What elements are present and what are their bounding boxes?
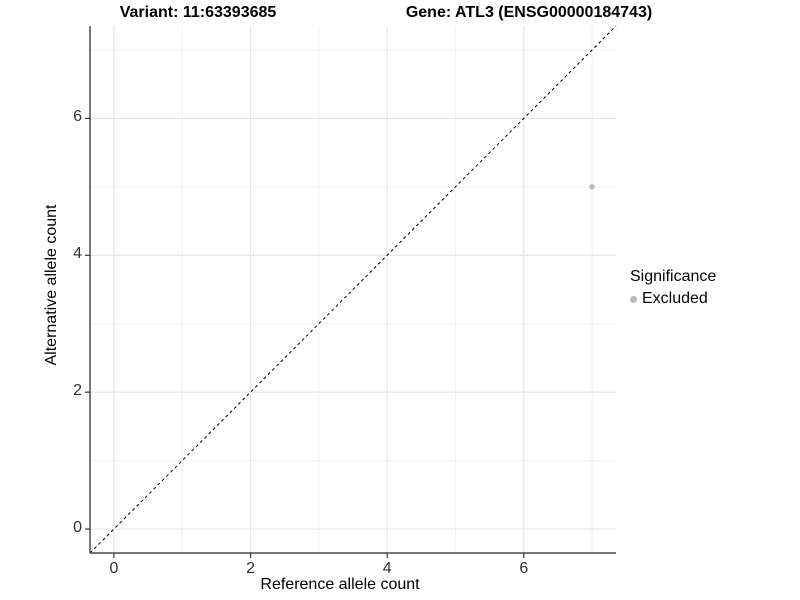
legend-title: Significance xyxy=(630,268,717,285)
legend-item-excluded: Excluded xyxy=(630,290,716,308)
plot-title-gene: Gene: ATL3 (ENSG00000184743) xyxy=(405,4,653,21)
legend-point-icon xyxy=(630,295,637,303)
y-tick-label: 4 xyxy=(73,245,82,263)
x-tick-label: 4 xyxy=(382,560,392,577)
x-axis-label: Reference allele count xyxy=(260,576,420,593)
data-point xyxy=(589,184,595,190)
identity-reference-line xyxy=(89,25,617,554)
y-tick-label: 0 xyxy=(73,519,82,537)
y-tick-label: 6 xyxy=(73,108,82,126)
x-tick-label: 0 xyxy=(109,560,119,577)
x-tick-label: 2 xyxy=(246,560,255,577)
y-tick-label: 2 xyxy=(73,382,82,400)
x-tick-label: 6 xyxy=(519,560,529,577)
legend: Significance Excluded xyxy=(630,268,716,308)
plot-title-variant: Variant: 11:63393685 xyxy=(119,4,277,21)
legend-item-label: Excluded xyxy=(642,290,708,307)
y-axis-label: Alternative allele count xyxy=(43,204,60,366)
